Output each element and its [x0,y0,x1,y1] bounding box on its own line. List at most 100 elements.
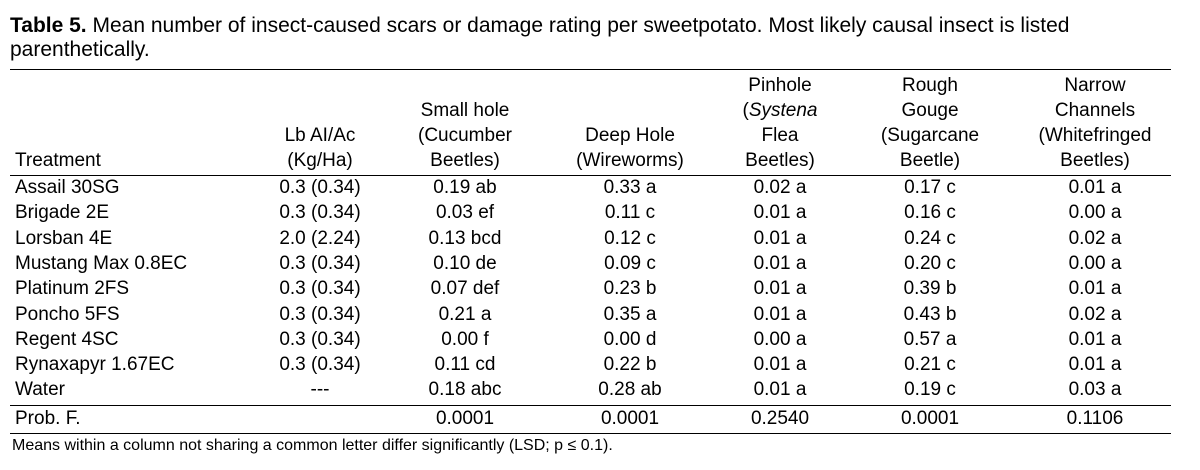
cell-rate: 0.3 (0.34) [279,354,361,376]
cell-rate: --- [310,379,330,401]
header-treatment: Treatment [15,148,101,173]
cell-small-hole: 0.21 a [438,303,492,325]
table-prob-rule [10,405,1171,407]
cell-narrow-channels: 0.01 a [1068,354,1122,376]
cell-rate: 0.3 (0.34) [279,177,361,198]
cell-deep-hole: 0.12 c [604,227,656,249]
cell-treatment: Assail 30SG [15,177,120,198]
cell-narrow-channels: 0.01 a [1068,328,1122,350]
cell-deep-hole: 0.23 b [603,278,657,300]
header-pinhole-line: Beetles) [745,150,815,171]
cell-rate: 0.3 (0.34) [279,202,361,224]
cell-small-hole: 0.07 def [430,278,500,300]
header-pinhole-line: (Systena [720,98,840,123]
header-rough-gouge: Rough Gouge (Sugarcane Beetle) [860,73,1000,173]
cell-deep-hole: 0.33 a [603,177,657,198]
cell-deep-hole: 0.09 c [604,252,656,274]
cell-deep-hole: 0.22 b [603,354,657,376]
header-rough-gouge-line: Rough [902,75,958,96]
cell-rate: 0.3 (0.34) [279,303,361,325]
header-small-hole-line: Small hole [420,100,510,121]
cell-small-hole: 0.11 cd [434,354,496,376]
header-deep-hole-line: (Wireworms) [576,150,684,171]
cell-rough-gouge: 0.21 c [904,354,956,376]
cell-rough-gouge: 0.16 c [904,202,956,224]
header-rough-gouge-line: Gouge [901,100,959,121]
header-rate: Lb AI/Ac (Kg/Ha) [250,123,390,173]
cell-pinhole: 0.01 a [753,379,807,401]
cell-treatment: Regent 4SC [15,328,119,350]
cell-small-hole: 0.13 bcd [428,227,502,249]
cell-rate: 0.3 (0.34) [279,278,361,300]
header-pinhole-line: Pinhole [748,75,812,96]
cell-small-hole: 0.0001 [435,408,495,429]
cell-narrow-channels: 0.03 a [1068,379,1122,401]
header-deep-hole-line: Deep Hole [585,125,675,146]
header-pinhole-paren: ( [742,100,749,121]
header-pinhole-line: Flea [761,125,799,146]
header-rate-line: (Kg/Ha) [287,150,353,171]
cell-rough-gouge: 0.20 c [904,252,956,274]
cell-rough-gouge: 0.24 c [904,227,956,249]
cell-treatment: Water [15,379,65,401]
cell-treatment: Poncho 5FS [15,303,120,325]
cell-pinhole: 0.01 a [753,278,807,300]
cell-narrow-channels: 0.02 a [1068,227,1122,249]
table-caption: Table 5. Mean number of insect-caused sc… [10,14,1160,62]
cell-deep-hole: 0.28 ab [598,379,662,401]
cell-rate: 0.3 (0.34) [279,328,361,350]
table-header-rule [10,175,1171,177]
cell-narrow-channels: 0.00 a [1068,252,1122,274]
header-rough-gouge-line: Beetle) [899,150,961,171]
cell-pinhole: 0.00 a [753,328,807,350]
cell-treatment: Lorsban 4E [15,227,113,249]
cell-treatment: Mustang Max 0.8EC [15,252,188,274]
cell-narrow-channels: 0.00 a [1068,202,1122,224]
header-narrow-channels-line: (Whitefringed [1038,125,1152,146]
cell-rough-gouge: 0.57 a [903,328,957,350]
header-deep-hole: Deep Hole (Wireworms) [560,123,700,173]
cell-rough-gouge: 0.39 b [903,278,957,300]
cell-small-hole: 0.00 f [441,328,489,350]
header-narrow-channels: Narrow Channels (Whitefringed Beetles) [1020,73,1170,173]
cell-narrow-channels: 0.02 a [1068,303,1122,325]
header-rate-line: Lb AI/Ac [284,125,356,146]
cell-narrow-channels: 0.1106 [1066,408,1124,429]
cell-pinhole: 0.01 a [753,303,807,325]
cell-rough-gouge: 0.0001 [900,408,960,429]
cell-treatment: Prob. F. [15,408,81,429]
cell-small-hole: 0.19 ab [433,177,497,198]
cell-treatment: Rynaxapyr 1.67EC [15,354,175,376]
cell-pinhole: 0.01 a [753,252,807,274]
header-small-hole-line: Beetles) [430,150,500,171]
cell-narrow-channels: 0.01 a [1068,278,1122,300]
table-top-rule [10,69,1171,71]
cell-pinhole: 0.02 a [753,177,807,198]
header-narrow-channels-line: Narrow [1064,75,1126,96]
cell-rough-gouge: 0.43 b [903,303,957,325]
cell-rate: 0.3 (0.34) [279,252,361,274]
header-pinhole-genus: Systena [748,100,818,121]
cell-deep-hole: 0.35 a [603,303,657,325]
cell-small-hole: 0.18 abc [428,379,502,401]
cell-pinhole: 0.01 a [753,202,807,224]
table-caption-text: Mean number of insect-caused scars or da… [10,14,1070,61]
cell-deep-hole: 0.11 c [604,202,656,224]
header-small-hole: Small hole (Cucumber Beetles) [400,98,530,173]
cell-pinhole: 0.2540 [750,408,810,429]
header-rough-gouge-line: (Sugarcane [880,125,980,146]
header-narrow-channels-line: Channels [1054,100,1136,121]
cell-pinhole: 0.01 a [753,354,807,376]
cell-pinhole: 0.01 a [753,227,807,249]
cell-deep-hole: 0.0001 [600,408,660,429]
cell-small-hole: 0.03 ef [435,202,495,224]
cell-small-hole: 0.10 de [433,252,497,274]
cell-narrow-channels: 0.01 a [1068,177,1122,198]
header-small-hole-line: (Cucumber [418,125,512,146]
header-narrow-channels-line: Beetles) [1060,150,1130,171]
cell-rate: 2.0 (2.24) [279,227,361,249]
cell-rough-gouge: 0.17 c [904,177,956,198]
header-treatment-label: Treatment [15,150,101,171]
table-bottom-rule [10,433,1171,435]
cell-deep-hole: 0.00 d [603,328,657,350]
